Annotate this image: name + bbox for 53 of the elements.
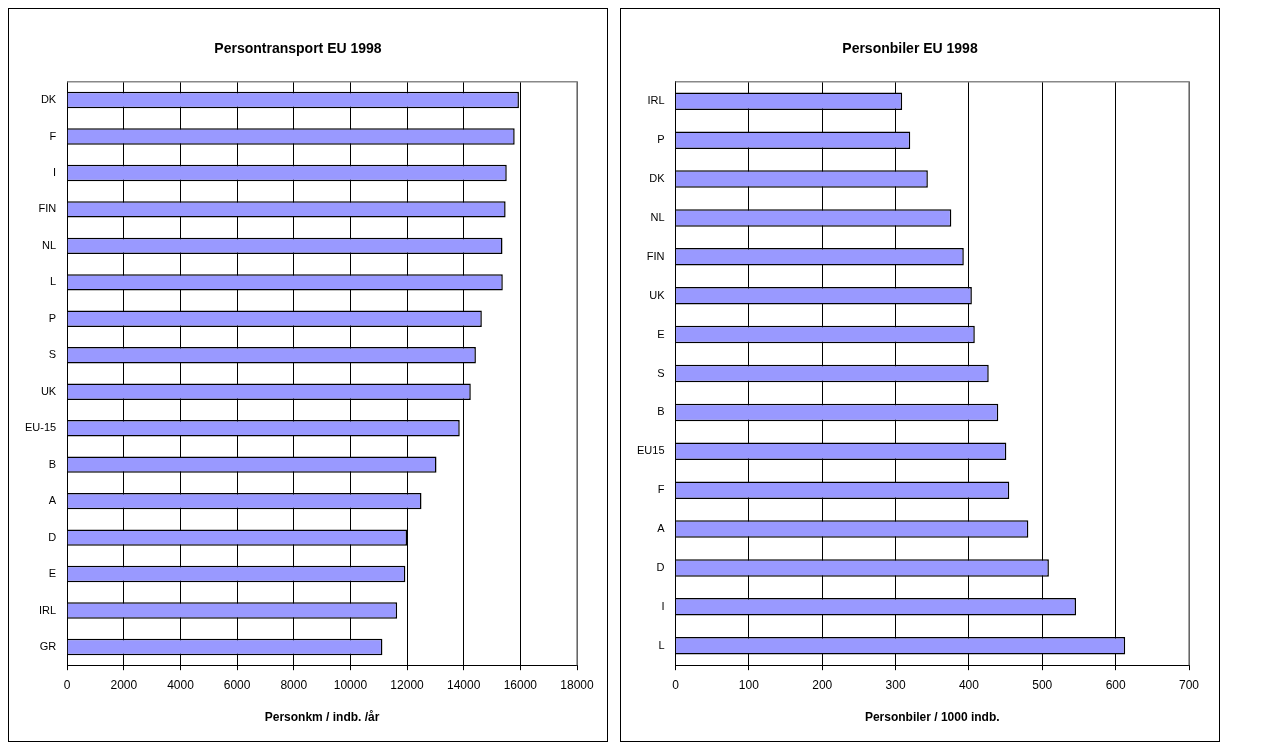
y-tick-label: UK <box>649 288 666 301</box>
y-tick-label: F <box>657 483 665 496</box>
y-tick-label: D <box>656 561 665 573</box>
x-axis-title: Personkm / indb. /år <box>264 710 380 725</box>
y-tick-label: F <box>49 129 57 142</box>
x-tick-label: 300 <box>885 677 906 692</box>
y-tick-label: NL <box>42 238 57 251</box>
y-tick-label: EU15 <box>636 444 665 457</box>
y-tick-label: A <box>48 494 57 507</box>
x-tick-label: 14000 <box>447 677 481 692</box>
x-tick-label: 2000 <box>110 677 138 692</box>
y-tick-label: GR <box>39 640 57 652</box>
x-axis-title: Personbiler / 1000 indb. <box>864 710 1000 725</box>
y-tick-label: FIN <box>646 249 665 262</box>
x-tick-label: 12000 <box>390 677 425 692</box>
y-tick-label: EU-15 <box>24 421 57 434</box>
x-tick-label: 6000 <box>223 677 251 692</box>
x-tick-label: 200 <box>812 677 833 692</box>
y-tick-label: L <box>50 275 57 288</box>
x-tick-label: 0 <box>63 677 71 692</box>
x-tick-label: 10000 <box>333 677 368 692</box>
y-tick-label: IRL <box>647 94 665 107</box>
y-tick-label: E <box>657 327 665 340</box>
y-tick-label: DK <box>40 93 57 106</box>
y-tick-label: DK <box>649 172 666 185</box>
y-tick-label: FIN <box>38 202 57 215</box>
x-tick-label: 0 <box>672 677 680 692</box>
x-tick-label: 700 <box>1178 677 1200 692</box>
x-tick-label: 8000 <box>280 677 308 692</box>
y-tick-label: A <box>657 522 666 535</box>
y-tick-label: P <box>48 311 57 324</box>
y-tick-label: S <box>48 348 57 361</box>
x-tick-label: 4000 <box>167 677 195 692</box>
y-tick-label: S <box>657 366 665 379</box>
y-tick-label: B <box>657 405 665 418</box>
y-tick-label: UK <box>40 384 57 397</box>
y-tick-label: I <box>661 599 665 612</box>
y-tick-label: P <box>657 133 665 146</box>
y-tick-label: L <box>658 638 665 651</box>
x-tick-label: 16000 <box>503 677 538 692</box>
y-tick-label: I <box>53 165 57 178</box>
x-tick-label: 500 <box>1032 677 1053 692</box>
y-tick-label: E <box>48 567 57 580</box>
x-tick-label: 400 <box>958 677 980 692</box>
y-tick-label: D <box>48 530 57 543</box>
chart-title: Persontransport EU 1998 <box>214 40 382 57</box>
chart-title: Personbiler EU 1998 <box>842 40 978 57</box>
y-tick-label: IRL <box>39 603 57 616</box>
x-tick-label: 18000 <box>560 677 595 692</box>
x-tick-label: 100 <box>738 677 760 692</box>
y-tick-label: NL <box>650 210 665 223</box>
x-tick-label: 600 <box>1105 677 1126 692</box>
y-tick-label: B <box>48 457 57 470</box>
